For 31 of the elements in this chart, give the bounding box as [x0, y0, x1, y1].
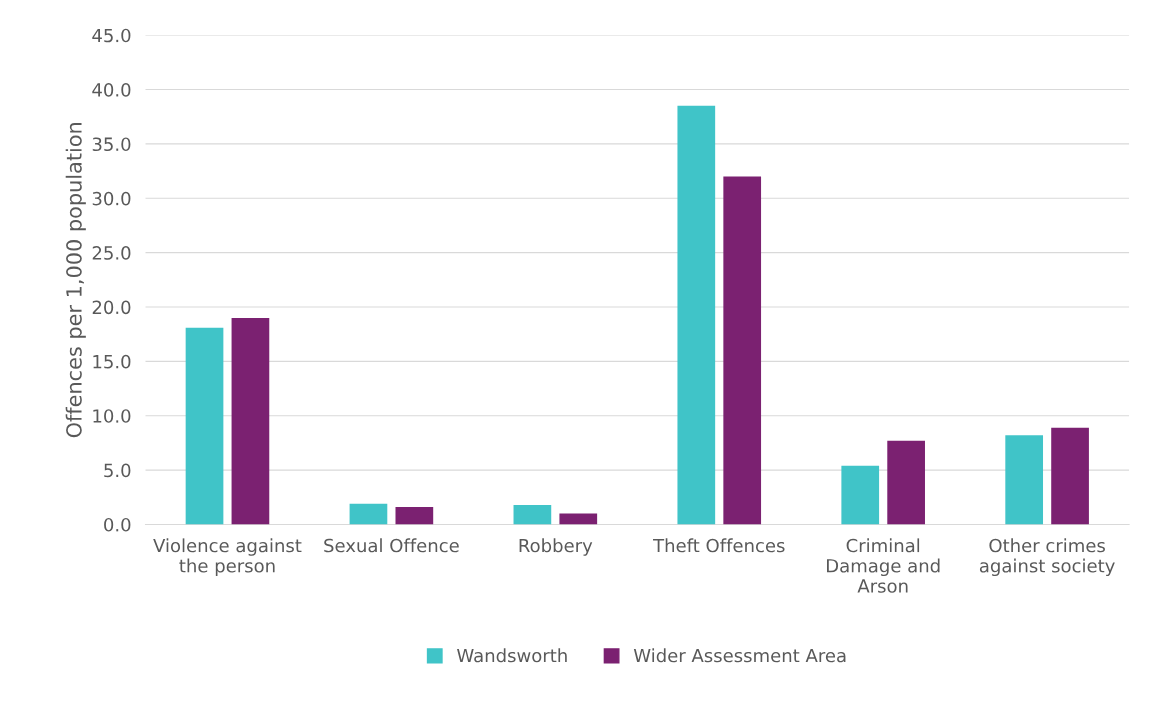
bar	[395, 507, 434, 525]
y-tick-label: 15.0	[93, 354, 131, 369]
bar	[513, 504, 552, 525]
bar	[185, 327, 224, 525]
y-tick-label: 5.0	[104, 463, 131, 478]
x-tick-label: Sexual Offence	[324, 538, 459, 553]
y-tick-label: 20.0	[92, 300, 131, 315]
x-tick-label: Criminal Damage and Arson	[827, 538, 940, 593]
bar	[1005, 435, 1044, 525]
y-tick-label: 25.0	[92, 246, 131, 260]
bar	[1051, 427, 1089, 525]
legend-label: Wider Assessment Area	[633, 648, 846, 663]
y-tick-label: 40.0	[92, 83, 131, 97]
bar	[887, 440, 925, 525]
y-axis-title: Offences per 1,000 population	[65, 123, 86, 438]
y-tick-label: 30.0	[92, 191, 131, 206]
y-tick-label: 45.0	[92, 28, 131, 43]
y-tick-label: 10.0	[93, 409, 131, 423]
bar	[677, 105, 716, 525]
x-tick-label: Other crimes against society	[979, 538, 1115, 577]
bar	[841, 465, 880, 525]
bar	[349, 503, 388, 525]
legend-label: Wandsworth	[457, 648, 567, 663]
bar	[231, 317, 270, 525]
y-tick-label: 0.0	[104, 517, 131, 532]
x-tick-label: Robbery	[519, 538, 593, 556]
x-tick-label: Violence against the person	[153, 538, 302, 577]
y-tick-label: 35.0	[92, 137, 131, 152]
bar	[559, 513, 598, 525]
x-tick-label: Theft Offences	[653, 538, 785, 553]
bar	[723, 176, 762, 525]
